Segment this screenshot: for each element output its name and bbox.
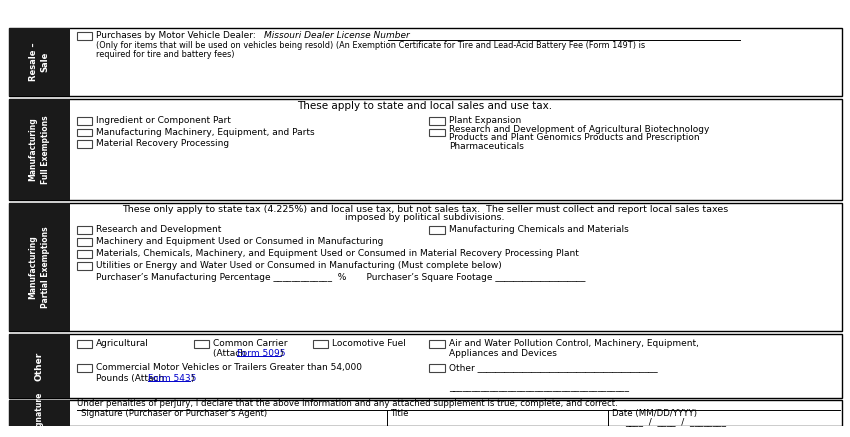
Text: Ingredient or Component Part: Ingredient or Component Part bbox=[96, 116, 231, 125]
Text: Utilities or Energy and Water Used or Consumed in Manufacturing (Must complete b: Utilities or Energy and Water Used or Co… bbox=[96, 261, 502, 270]
Bar bbox=[76, 226, 92, 234]
Text: Purchaser’s Manufacturing Percentage _____________  %       Purchaser’s Square F: Purchaser’s Manufacturing Percentage ___… bbox=[96, 273, 586, 282]
Text: Commercial Motor Vehicles or Trailers Greater than 54,000: Commercial Motor Vehicles or Trailers Gr… bbox=[96, 363, 362, 371]
Text: Products and Plant Genomics Products and Prescription: Products and Plant Genomics Products and… bbox=[449, 133, 700, 142]
Text: Manufacturing
Partial Exemptions: Manufacturing Partial Exemptions bbox=[29, 226, 49, 308]
Text: Other ________________________________________: Other __________________________________… bbox=[449, 363, 657, 371]
Text: Form 5435: Form 5435 bbox=[148, 374, 196, 383]
Bar bbox=[76, 250, 92, 258]
Bar bbox=[76, 117, 92, 125]
Text: (Only for items that will be used on vehicles being resold) (An Exemption Certif: (Only for items that will be used on veh… bbox=[96, 41, 645, 50]
Text: Machinery and Equipment Used or Consumed in Manufacturing: Machinery and Equipment Used or Consumed… bbox=[96, 237, 383, 246]
Bar bbox=[76, 32, 92, 40]
Text: (Attach: (Attach bbox=[213, 349, 249, 358]
Text: required for tire and battery fees): required for tire and battery fees) bbox=[96, 50, 235, 59]
Bar bbox=[313, 340, 328, 348]
Bar bbox=[429, 129, 445, 136]
Text: Manufacturing
Full Exemptions: Manufacturing Full Exemptions bbox=[29, 115, 49, 184]
Text: ): ) bbox=[190, 374, 194, 383]
Text: ____  /  ____  /  ________: ____ / ____ / ________ bbox=[625, 417, 726, 426]
Text: Material Recovery Processing: Material Recovery Processing bbox=[96, 139, 230, 148]
Text: ________________________________________: ________________________________________ bbox=[449, 383, 629, 392]
Bar bbox=[8, 400, 842, 426]
Text: Other: Other bbox=[35, 352, 43, 381]
Text: These only apply to state tax (4.225%) and local use tax, but not sales tax.  Th: These only apply to state tax (4.225%) a… bbox=[122, 205, 728, 214]
Bar bbox=[8, 99, 842, 200]
Text: Form 5095: Form 5095 bbox=[237, 349, 286, 358]
Text: ): ) bbox=[280, 349, 283, 358]
Text: Common Carrier: Common Carrier bbox=[213, 339, 288, 348]
Bar bbox=[194, 340, 209, 348]
Text: Missouri Dealer License Number: Missouri Dealer License Number bbox=[264, 31, 410, 40]
Bar bbox=[76, 140, 92, 148]
Bar bbox=[76, 262, 92, 270]
Text: Title: Title bbox=[391, 409, 410, 418]
Text: Air and Water Pollution Control, Machinery, Equipment,: Air and Water Pollution Control, Machine… bbox=[449, 339, 699, 348]
Text: Plant Expansion: Plant Expansion bbox=[449, 116, 521, 125]
Text: Signature: Signature bbox=[35, 392, 43, 434]
Text: Pounds (Attach: Pounds (Attach bbox=[96, 374, 167, 383]
Text: Manufacturing Machinery, Equipment, and Parts: Manufacturing Machinery, Equipment, and … bbox=[96, 128, 314, 136]
Bar bbox=[8, 28, 70, 96]
Bar bbox=[8, 334, 842, 398]
Text: Appliances and Devices: Appliances and Devices bbox=[449, 349, 557, 358]
Bar bbox=[429, 364, 445, 371]
Text: Date (MM/DD/YYYY): Date (MM/DD/YYYY) bbox=[612, 409, 697, 418]
Text: Manufacturing Chemicals and Materials: Manufacturing Chemicals and Materials bbox=[449, 225, 628, 234]
Bar bbox=[429, 226, 445, 234]
Bar bbox=[76, 238, 92, 246]
Bar bbox=[76, 364, 92, 371]
Bar bbox=[76, 129, 92, 136]
Text: Signature (Purchaser or Purchaser’s Agent): Signature (Purchaser or Purchaser’s Agen… bbox=[81, 409, 267, 418]
Text: Resale –
Sale: Resale – Sale bbox=[29, 42, 49, 81]
Text: Research and Development of Agricultural Biotechnology: Research and Development of Agricultural… bbox=[449, 125, 709, 135]
Text: Agricultural: Agricultural bbox=[96, 339, 149, 348]
Bar bbox=[8, 400, 70, 426]
Text: imposed by political subdivisions.: imposed by political subdivisions. bbox=[345, 213, 505, 222]
Text: Materials, Chemicals, Machinery, and Equipment Used or Consumed in Material Reco: Materials, Chemicals, Machinery, and Equ… bbox=[96, 249, 579, 258]
Text: Research and Development: Research and Development bbox=[96, 225, 221, 234]
Bar bbox=[8, 28, 842, 96]
Text: Pharmaceuticals: Pharmaceuticals bbox=[449, 142, 524, 151]
Bar bbox=[8, 99, 70, 200]
Bar bbox=[8, 334, 70, 398]
Bar bbox=[429, 340, 445, 348]
Text: Locomotive Fuel: Locomotive Fuel bbox=[332, 339, 406, 348]
Bar bbox=[8, 203, 842, 331]
Bar bbox=[76, 340, 92, 348]
Bar bbox=[429, 117, 445, 125]
Text: These apply to state and local sales and use tax.: These apply to state and local sales and… bbox=[298, 101, 552, 111]
Bar bbox=[8, 203, 70, 331]
Text: Under penalties of perjury, I declare that the above information and any attache: Under penalties of perjury, I declare th… bbox=[76, 399, 617, 408]
Text: Purchases by Motor Vehicle Dealer:: Purchases by Motor Vehicle Dealer: bbox=[96, 31, 262, 40]
